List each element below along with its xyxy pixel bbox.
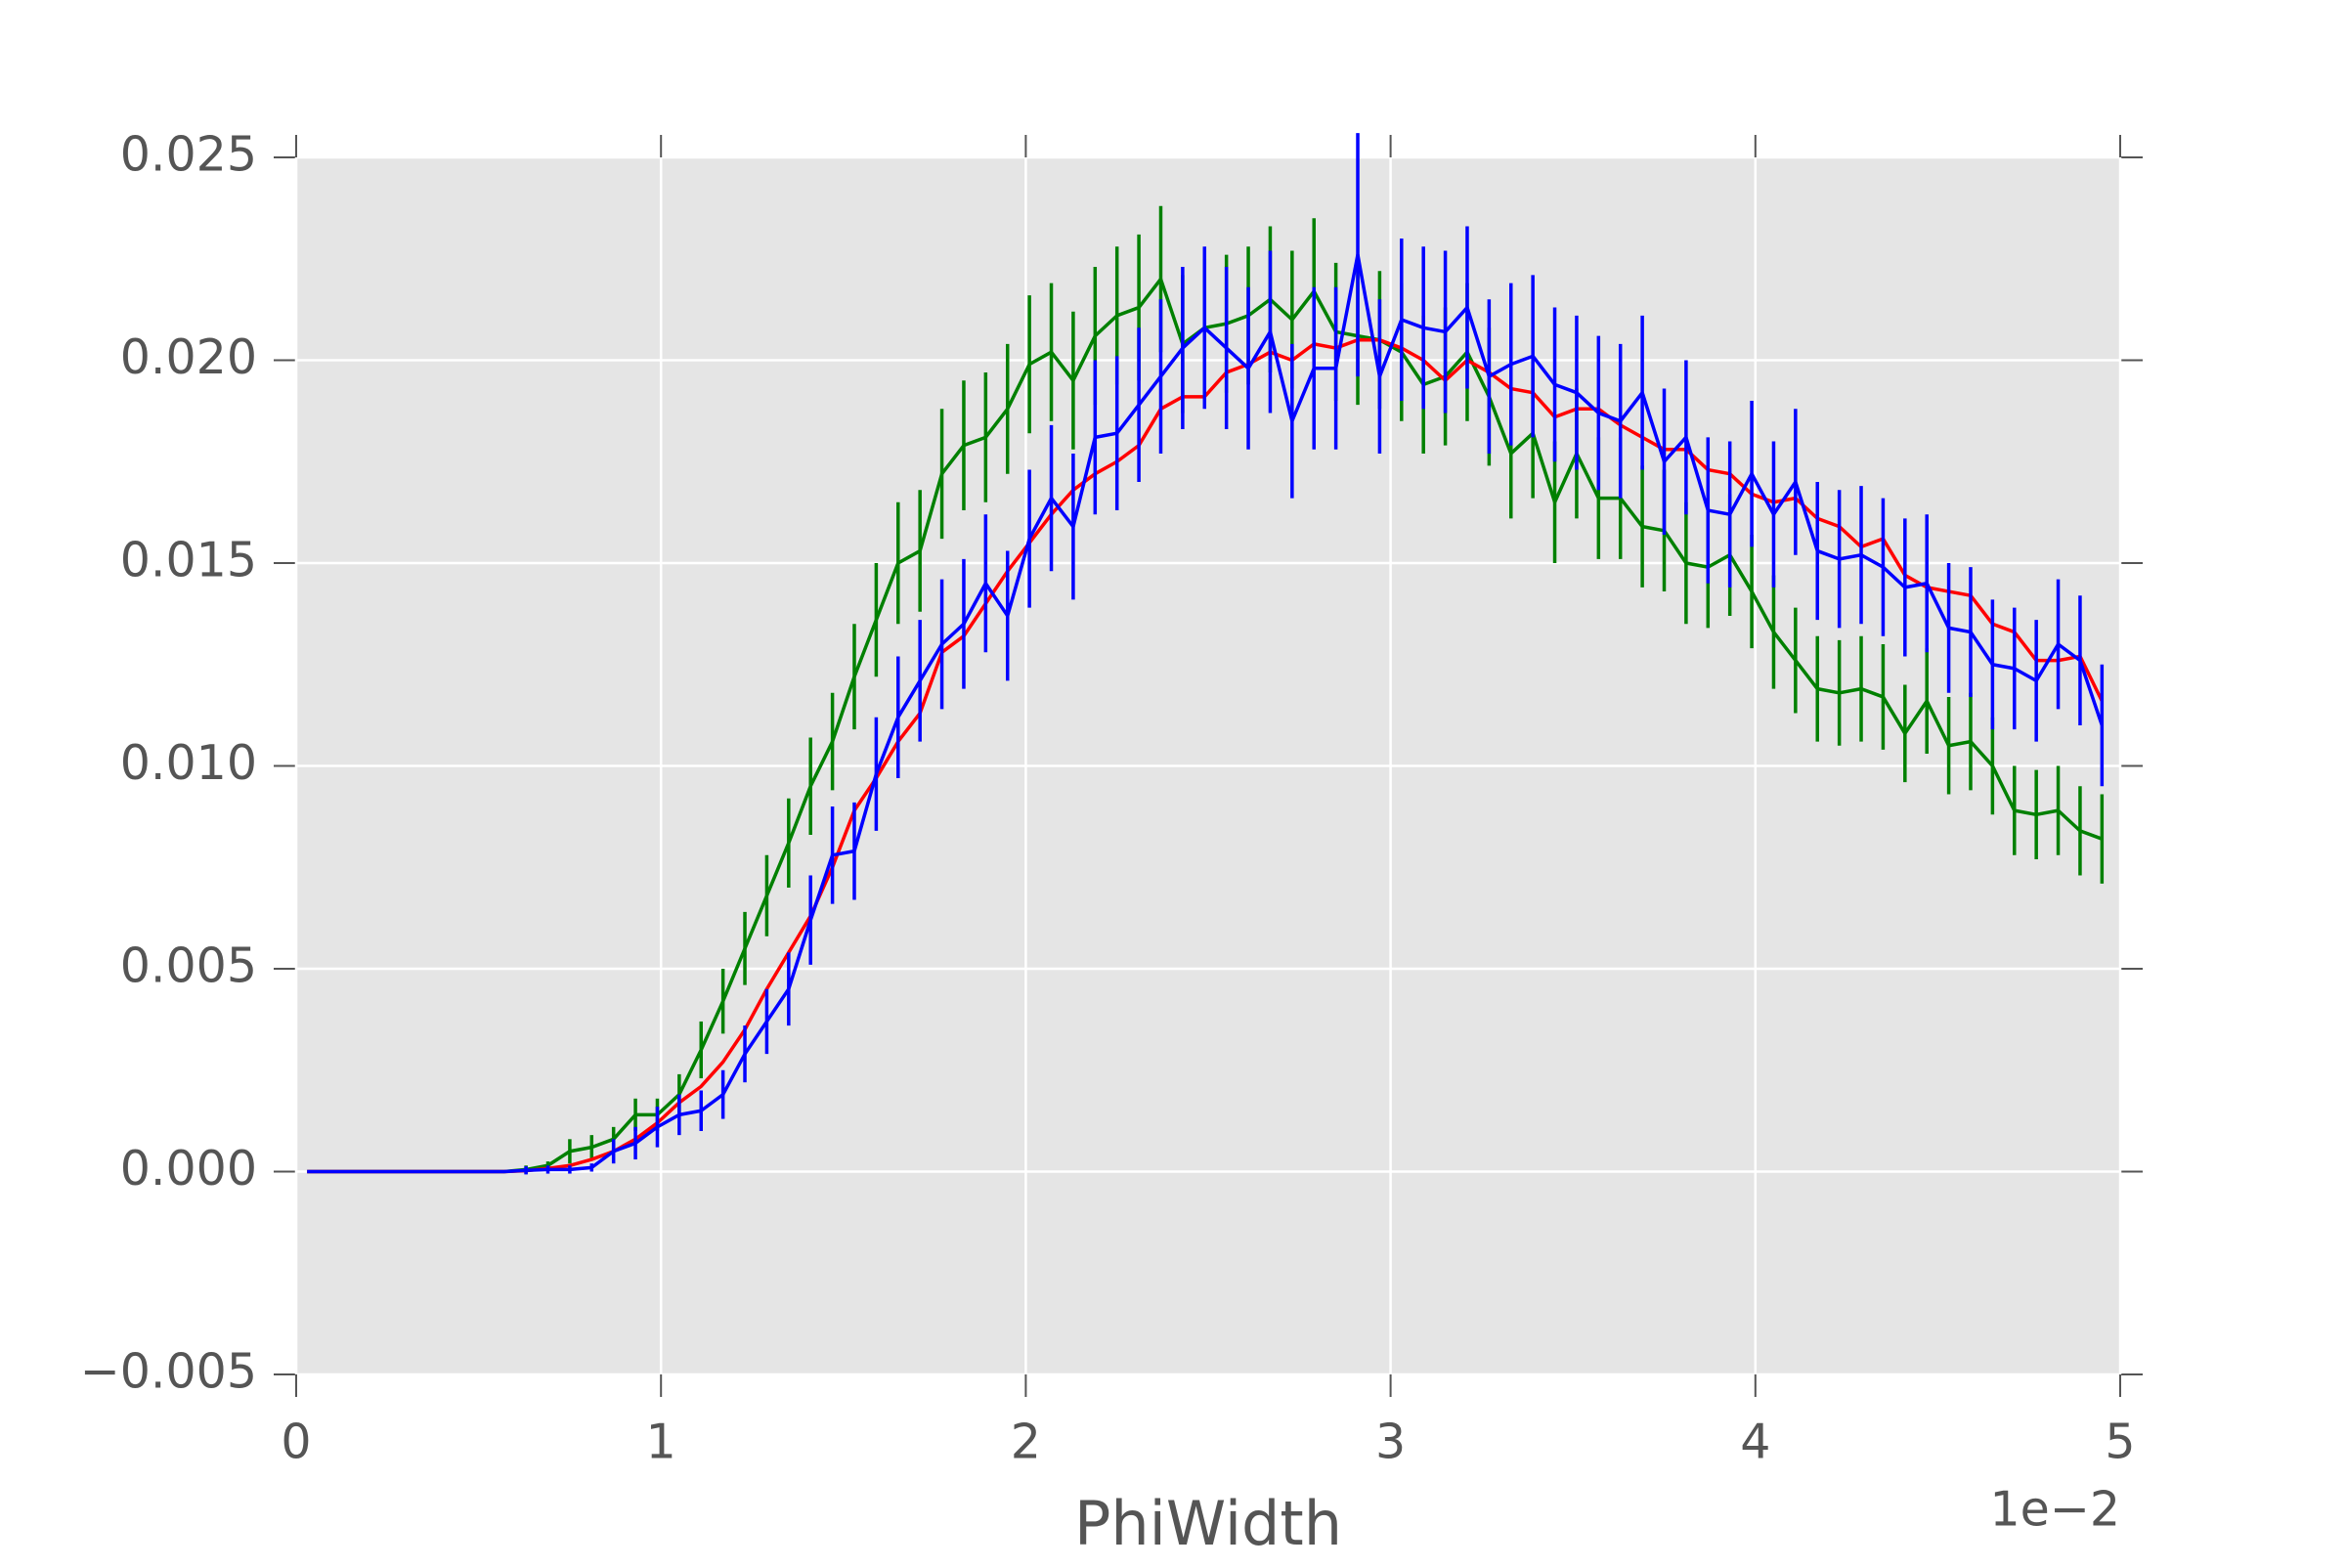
y-tick-label: 0.020	[120, 329, 257, 385]
y-tick-label: 0.010	[120, 735, 257, 791]
y-tick-label: 0.025	[120, 127, 257, 183]
y-tick-label: −0.005	[80, 1344, 257, 1400]
y-tick-label: 0.015	[120, 533, 257, 588]
x-tick-label: 2	[1011, 1415, 1041, 1470]
y-tick-label: 0.000	[120, 1141, 257, 1197]
series-line	[307, 252, 2104, 1174]
x-tick-label: 3	[1375, 1415, 1406, 1470]
x-tick-label: 5	[2105, 1415, 2135, 1470]
x-tick-label: 4	[1740, 1415, 1770, 1470]
x-axis-label: PhiWidth	[1074, 1488, 1342, 1559]
y-tick-label: 0.005	[120, 938, 257, 994]
x-tick-label: 1	[646, 1415, 676, 1470]
x-offset-label: 1e−2	[1989, 1482, 2120, 1538]
x-tick-label: 0	[281, 1415, 311, 1470]
